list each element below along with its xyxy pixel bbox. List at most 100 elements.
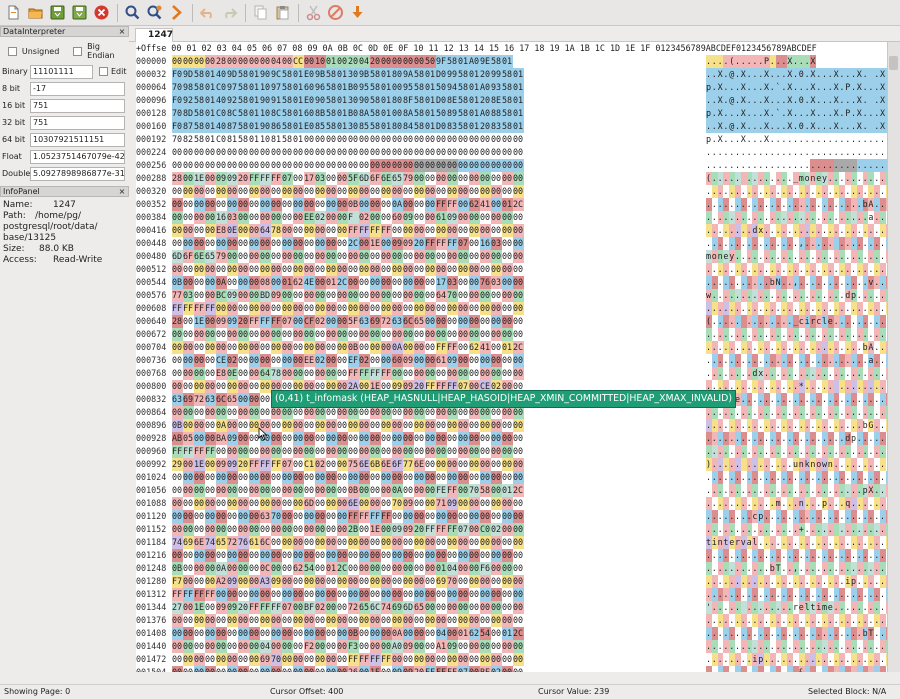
- hex-byte[interactable]: 00: [172, 471, 183, 484]
- interpreter-value[interactable]: 751: [30, 115, 125, 130]
- hex-byte[interactable]: 00: [194, 55, 205, 68]
- hex-byte[interactable]: 00: [436, 653, 447, 666]
- hex-byte[interactable]: 00: [315, 640, 326, 653]
- hex-byte[interactable]: 70: [469, 484, 480, 497]
- hex-byte[interactable]: 58: [414, 107, 425, 120]
- hex-byte[interactable]: 00: [227, 653, 238, 666]
- hex-byte[interactable]: FF: [249, 458, 260, 471]
- hex-byte[interactable]: 00: [403, 588, 414, 601]
- hex-byte[interactable]: 00: [238, 432, 249, 445]
- hex-byte[interactable]: 00: [194, 224, 205, 237]
- hex-byte[interactable]: 00: [502, 614, 513, 627]
- hex-byte[interactable]: 00: [183, 653, 194, 666]
- hex-byte[interactable]: B0: [348, 107, 359, 120]
- hex-byte[interactable]: 0A: [392, 627, 403, 640]
- hex-byte[interactable]: 00: [359, 419, 370, 432]
- hex-byte[interactable]: 17: [304, 172, 315, 185]
- hex-byte[interactable]: 00: [348, 588, 359, 601]
- hex-byte[interactable]: 00: [458, 614, 469, 627]
- hex-byte[interactable]: 00: [205, 263, 216, 276]
- hex-byte[interactable]: 00: [293, 497, 304, 510]
- hex-byte[interactable]: 00: [414, 133, 425, 146]
- hex-byte[interactable]: 00: [370, 289, 381, 302]
- hex-byte[interactable]: 00: [271, 354, 282, 367]
- hex-byte[interactable]: FF: [348, 367, 359, 380]
- hex-byte[interactable]: 00: [282, 523, 293, 536]
- hex-byte[interactable]: 00: [381, 159, 392, 172]
- hex-byte[interactable]: 00: [293, 575, 304, 588]
- hex-byte[interactable]: 00: [414, 419, 425, 432]
- hex-byte[interactable]: FF: [447, 380, 458, 393]
- hex-byte[interactable]: 00: [370, 432, 381, 445]
- hex-byte[interactable]: 00: [425, 471, 436, 484]
- hex-byte[interactable]: 00: [414, 276, 425, 289]
- hex-byte[interactable]: 00: [381, 250, 392, 263]
- hex-byte[interactable]: 00: [403, 198, 414, 211]
- hex-byte[interactable]: 20: [348, 55, 359, 68]
- hex-byte[interactable]: 00: [469, 419, 480, 432]
- hex-byte[interactable]: 58: [282, 81, 293, 94]
- hex-byte[interactable]: 00: [304, 367, 315, 380]
- hex-byte[interactable]: FF: [260, 458, 271, 471]
- hex-byte[interactable]: 00: [458, 445, 469, 458]
- hex-byte[interactable]: 00: [282, 354, 293, 367]
- hex-byte[interactable]: 01: [381, 94, 392, 107]
- hex-byte[interactable]: 00: [172, 185, 183, 198]
- hex-byte[interactable]: 9B: [359, 68, 370, 81]
- hex-byte[interactable]: 00: [326, 159, 337, 172]
- hex-byte[interactable]: 00: [348, 575, 359, 588]
- hex-byte[interactable]: 00: [216, 471, 227, 484]
- hex-byte[interactable]: 0A: [392, 198, 403, 211]
- hex-byte[interactable]: 00: [194, 289, 205, 302]
- hex-byte[interactable]: 20: [480, 120, 491, 133]
- hex-byte[interactable]: 00: [370, 302, 381, 315]
- hex-byte[interactable]: 00: [414, 185, 425, 198]
- hex-byte[interactable]: 00: [194, 471, 205, 484]
- hex-byte[interactable]: 00: [359, 523, 370, 536]
- hex-byte[interactable]: 00: [249, 263, 260, 276]
- hex-byte[interactable]: F0: [172, 120, 183, 133]
- hex-byte[interactable]: FF: [447, 198, 458, 211]
- hex-byte[interactable]: E0: [304, 120, 315, 133]
- hex-byte[interactable]: 10: [260, 81, 271, 94]
- hex-byte[interactable]: 03: [315, 172, 326, 185]
- hex-byte[interactable]: 00: [205, 146, 216, 159]
- hex-byte[interactable]: 01: [326, 276, 337, 289]
- hex-byte[interactable]: 00: [260, 549, 271, 562]
- hex-byte[interactable]: 00: [304, 328, 315, 341]
- hex-byte[interactable]: 65: [205, 250, 216, 263]
- hex-byte[interactable]: AB: [172, 432, 183, 445]
- hex-byte[interactable]: 00: [381, 380, 392, 393]
- hex-byte[interactable]: 58: [194, 68, 205, 81]
- hex-byte[interactable]: 00: [271, 614, 282, 627]
- hex-byte[interactable]: 00: [205, 549, 216, 562]
- hex-byte[interactable]: 00: [502, 367, 513, 380]
- hex-byte[interactable]: 00: [436, 614, 447, 627]
- hex-byte[interactable]: 00: [337, 367, 348, 380]
- hex-byte[interactable]: 09: [216, 172, 227, 185]
- hex-byte[interactable]: 00: [381, 471, 392, 484]
- hex-byte[interactable]: 00: [326, 484, 337, 497]
- hex-byte[interactable]: FF: [447, 237, 458, 250]
- hex-byte[interactable]: FF: [271, 172, 282, 185]
- hex-byte[interactable]: 00: [183, 601, 194, 614]
- hex-byte[interactable]: 01: [293, 68, 304, 81]
- hex-byte[interactable]: 00: [414, 614, 425, 627]
- hex-byte[interactable]: FF: [249, 601, 260, 614]
- hex-byte[interactable]: 00: [414, 341, 425, 354]
- hex-byte[interactable]: 00: [502, 211, 513, 224]
- hex-byte[interactable]: 00: [326, 510, 337, 523]
- hex-byte[interactable]: 00: [425, 159, 436, 172]
- hex-byte[interactable]: 01: [293, 107, 304, 120]
- hex-byte[interactable]: 00: [469, 575, 480, 588]
- hex-byte[interactable]: 00: [513, 146, 524, 159]
- hex-byte[interactable]: 69: [436, 575, 447, 588]
- hex-byte[interactable]: 00: [403, 341, 414, 354]
- hex-byte[interactable]: 6D: [172, 250, 183, 263]
- hex-byte[interactable]: 54: [304, 562, 315, 575]
- hex-byte[interactable]: 09: [227, 172, 238, 185]
- hex-byte[interactable]: FF: [370, 367, 381, 380]
- hex-byte[interactable]: 61: [249, 536, 260, 549]
- hex-byte[interactable]: FF: [271, 601, 282, 614]
- hex-byte[interactable]: FF: [172, 588, 183, 601]
